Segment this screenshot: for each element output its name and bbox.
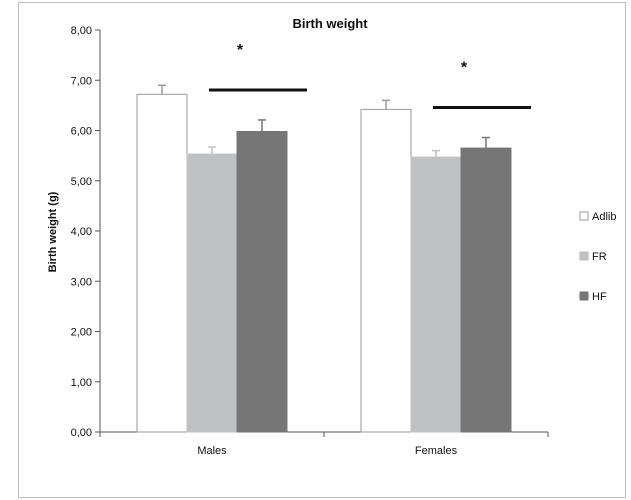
- bar-hf-males: [236, 131, 288, 433]
- legend-label: FR: [592, 251, 607, 263]
- bars: [136, 84, 512, 433]
- y-tick-label: 5,00: [71, 176, 92, 188]
- y-tick-label: 2,00: [71, 327, 92, 339]
- significance-star: *: [461, 60, 468, 77]
- legend-swatch: [579, 211, 589, 221]
- legend-label: Adlib: [592, 211, 616, 223]
- bar-hf-females: [460, 147, 512, 433]
- bar-fr-females: [410, 156, 462, 433]
- y-tick-label: 0,00: [71, 427, 92, 439]
- x-tick-label: Females: [415, 445, 458, 457]
- significance-star: *: [237, 42, 244, 59]
- y-axis-label: Birth weight (g): [47, 191, 59, 272]
- legend: Adlib FR HF: [579, 211, 616, 303]
- legend-swatch: [579, 251, 589, 261]
- legend-label: HF: [592, 291, 607, 303]
- x-tick-label: Males: [197, 445, 227, 457]
- y-tick-label: 8,00: [71, 25, 92, 37]
- bar-fr-males: [186, 153, 238, 433]
- y-tick-label: 3,00: [71, 276, 92, 288]
- significance-annotations: **: [209, 42, 531, 110]
- chart-frame: [18, 2, 626, 498]
- y-tick-label: 4,00: [71, 226, 92, 238]
- legend-swatch: [579, 291, 589, 301]
- chart-title: Birth weight: [292, 16, 368, 31]
- bar-adlib-females: [360, 108, 412, 433]
- axes: 0,00 1,00 2,00 3,00 4,00 5,00 6,00 7,00 8,00 Male…: [71, 25, 549, 457]
- bar-adlib-males: [136, 93, 188, 433]
- y-tick-label: 7,00: [71, 75, 92, 87]
- y-tick-label: 1,00: [71, 377, 92, 389]
- y-tick-label: 6,00: [71, 126, 92, 138]
